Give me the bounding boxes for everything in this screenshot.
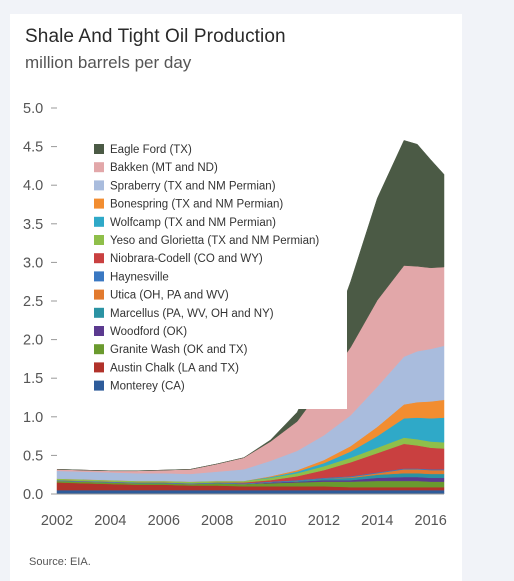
x-tick-label: 2002 — [41, 513, 73, 529]
y-tick-label: 1.0 — [23, 410, 43, 426]
legend-swatch — [94, 307, 104, 318]
legend-swatch — [94, 144, 104, 154]
y-tick-label: 1.5 — [23, 371, 43, 387]
y-tick-label: 0.5 — [23, 448, 43, 464]
legend-label: Austin Chalk (LA and TX) — [110, 362, 239, 374]
legend-swatch — [94, 344, 104, 355]
legend-label: Monterey (CA) — [110, 381, 185, 393]
legend-swatch — [94, 253, 104, 264]
y-tick-label: 4.0 — [23, 178, 43, 194]
y-axis-ticks: 0.0 0.5 1.0 1.5 2.0 2.5 3.0 3.5 4.0 4.5 5.0 — [23, 101, 57, 503]
legend-swatch — [94, 216, 104, 227]
y-tick-label: 4.5 — [23, 140, 43, 156]
legend-swatch — [94, 235, 104, 245]
source-note: Source: EIA. — [29, 556, 91, 568]
legend-swatch — [94, 198, 104, 209]
y-tick-label: 3.5 — [23, 217, 43, 233]
legend-swatch — [94, 289, 104, 300]
legend-box — [76, 125, 347, 409]
legend-label: Bakken (MT and ND) — [110, 162, 218, 174]
x-tick-label: 2006 — [148, 513, 180, 529]
legend-label: Eagle Ford (TX) — [110, 144, 192, 156]
legend-label: Wolfcamp (TX and NM Permian) — [110, 217, 276, 229]
x-tick-label: 2016 — [415, 513, 447, 529]
x-tick-label: 2008 — [201, 513, 233, 529]
legend-label: Woodford (OK) — [110, 326, 187, 338]
legend-swatch — [94, 180, 104, 191]
legend-label: Marcellus (PA, WV, OH and NY) — [110, 308, 274, 320]
legend-label: Yeso and Glorietta (TX and NM Permian) — [110, 235, 319, 247]
legend-label: Bonespring (TX and NM Permian) — [110, 199, 283, 211]
y-tick-label: 0.0 — [23, 487, 43, 503]
x-axis-ticks: 2002 2004 2006 2008 2010 2012 2014 2016 — [41, 513, 447, 529]
legend-swatch — [94, 380, 104, 391]
legend-swatch — [94, 271, 104, 282]
legend: Eagle Ford (TX) Bakken (MT and ND) Spraber… — [76, 125, 347, 409]
legend-label: Granite Wash (OK and TX) — [110, 344, 248, 356]
y-tick-label: 2.5 — [23, 294, 43, 310]
chart-title: Shale And Tight Oil Production — [25, 26, 286, 47]
legend-swatch — [94, 362, 104, 373]
y-tick-label: 2.0 — [23, 333, 43, 349]
x-tick-label: 2014 — [361, 513, 393, 529]
legend-label: Haynesville — [110, 271, 169, 283]
legend-swatch — [94, 326, 104, 336]
stacked-areas — [56, 140, 445, 495]
x-tick-label: 2012 — [308, 513, 340, 529]
y-tick-label: 5.0 — [23, 101, 43, 117]
legend-label: Spraberry (TX and NM Permian) — [110, 180, 276, 192]
legend-swatch — [94, 162, 104, 173]
x-tick-label: 2004 — [94, 513, 126, 529]
area-series-0 — [56, 489, 445, 495]
chart-subtitle: million barrels per day — [25, 53, 192, 72]
legend-label: Utica (OH, PA and WV) — [110, 290, 229, 302]
area-series-13 — [56, 140, 445, 472]
x-tick-label: 2010 — [254, 513, 286, 529]
legend-label: Niobrara-Codell (CO and WY) — [110, 253, 263, 265]
y-tick-label: 3.0 — [23, 255, 43, 271]
